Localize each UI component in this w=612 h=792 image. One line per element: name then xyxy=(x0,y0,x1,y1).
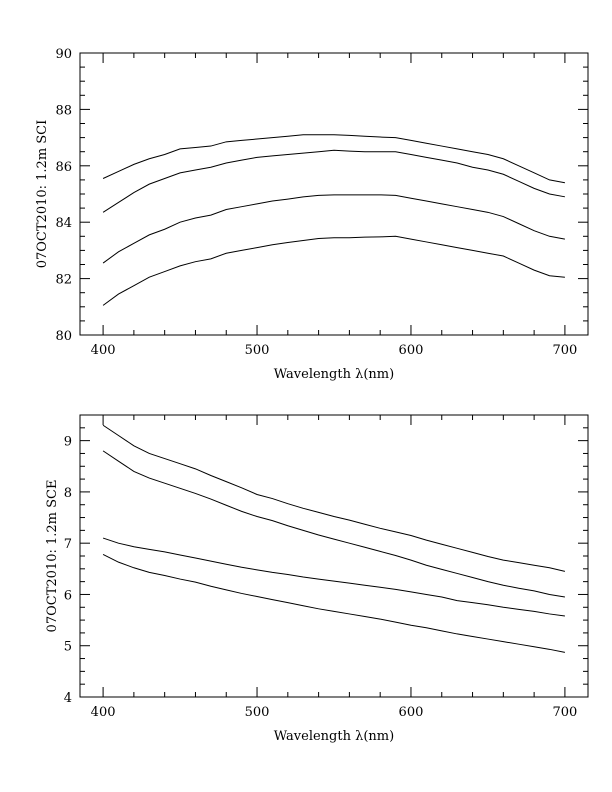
x-tick-label: 500 xyxy=(245,705,270,720)
plot-frame xyxy=(79,52,589,336)
y-tick-label: 7 xyxy=(64,537,72,552)
y-tick-label: 8 xyxy=(64,486,72,501)
y-tick-label: 9 xyxy=(64,435,72,450)
y-tick-label: 80 xyxy=(55,329,72,344)
series-line-4 xyxy=(102,554,566,653)
series-line-1 xyxy=(102,424,566,572)
y-tick-label: 84 xyxy=(55,216,72,231)
x-tick-label: 400 xyxy=(91,705,116,720)
y-tick-label: 88 xyxy=(55,103,72,118)
x-tick-label: 400 xyxy=(91,343,116,358)
x-tick-label: 600 xyxy=(399,705,424,720)
x-tick-label: 600 xyxy=(399,343,424,358)
series-line-2 xyxy=(102,149,566,213)
x-axis-label: Wavelength λ(nm) xyxy=(274,729,394,744)
chart-panel-bottom: 400 500 600 700 4 5 6 7 8 9 Wavelength λ(nm) 07OCT2… xyxy=(45,414,589,744)
series-line-3 xyxy=(102,537,565,617)
x-tick-label: 500 xyxy=(245,343,270,358)
x-axis-label: Wavelength λ(nm) xyxy=(274,367,394,382)
series-line-4 xyxy=(102,235,565,306)
series-line-3 xyxy=(102,194,566,264)
x-tick-label: 700 xyxy=(552,343,577,358)
y-tick-label: 6 xyxy=(64,588,72,603)
x-tick-label: 700 xyxy=(552,705,577,720)
series-line-2 xyxy=(102,450,565,598)
y-axis-label: 07OCT2010: 1.2m SCI xyxy=(35,120,50,269)
series-line-1 xyxy=(102,134,566,184)
y-tick-label: 4 xyxy=(64,691,72,706)
chart-panel-top: 400 500 600 700 80 82 84 86 88 90 Wavelength λ(nm)… xyxy=(35,47,589,382)
y-tick-label: 5 xyxy=(64,640,72,655)
plot-frame xyxy=(79,414,589,698)
y-axis-label: 07OCT2010: 1.2m SCE xyxy=(45,480,60,633)
y-tick-label: 90 xyxy=(55,47,72,62)
y-tick-label: 82 xyxy=(55,273,72,288)
y-tick-label: 86 xyxy=(55,160,72,175)
